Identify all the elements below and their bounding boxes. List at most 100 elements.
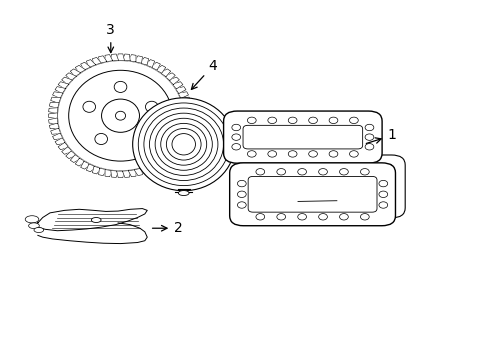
Ellipse shape: [83, 101, 95, 112]
Polygon shape: [145, 60, 154, 67]
Polygon shape: [92, 166, 101, 174]
Polygon shape: [145, 164, 154, 172]
Polygon shape: [92, 58, 101, 65]
Polygon shape: [128, 170, 136, 177]
Polygon shape: [48, 118, 58, 123]
Polygon shape: [53, 133, 63, 140]
Ellipse shape: [29, 223, 39, 229]
Polygon shape: [36, 223, 147, 244]
Ellipse shape: [318, 168, 327, 175]
Polygon shape: [55, 87, 65, 94]
Ellipse shape: [237, 180, 245, 187]
Polygon shape: [86, 164, 96, 172]
Polygon shape: [75, 158, 85, 166]
Ellipse shape: [365, 124, 373, 131]
Text: 3: 3: [106, 23, 115, 53]
Polygon shape: [70, 69, 81, 77]
Polygon shape: [183, 108, 192, 113]
Ellipse shape: [297, 168, 306, 175]
Polygon shape: [61, 77, 72, 85]
Ellipse shape: [287, 151, 296, 157]
Ellipse shape: [328, 117, 337, 123]
Text: 2: 2: [152, 221, 183, 235]
Ellipse shape: [360, 213, 368, 220]
Polygon shape: [155, 66, 165, 73]
Polygon shape: [111, 54, 118, 61]
Ellipse shape: [267, 151, 276, 157]
Polygon shape: [55, 138, 65, 145]
Ellipse shape: [133, 134, 146, 144]
Ellipse shape: [318, 213, 327, 220]
Ellipse shape: [276, 213, 285, 220]
Polygon shape: [58, 82, 69, 89]
Ellipse shape: [287, 117, 296, 123]
Ellipse shape: [378, 191, 387, 198]
Polygon shape: [183, 113, 192, 118]
Polygon shape: [122, 171, 130, 177]
Ellipse shape: [247, 117, 256, 123]
Ellipse shape: [365, 144, 373, 150]
Ellipse shape: [328, 151, 337, 157]
Text: 1: 1: [366, 129, 396, 143]
Polygon shape: [51, 128, 61, 134]
Polygon shape: [105, 170, 113, 177]
Polygon shape: [160, 155, 170, 162]
Polygon shape: [180, 128, 190, 134]
FancyBboxPatch shape: [239, 155, 405, 218]
Ellipse shape: [378, 202, 387, 208]
Polygon shape: [81, 161, 90, 169]
Polygon shape: [65, 73, 76, 81]
Ellipse shape: [308, 151, 317, 157]
Polygon shape: [164, 73, 175, 81]
Polygon shape: [86, 60, 96, 67]
Ellipse shape: [308, 117, 317, 123]
Polygon shape: [172, 82, 183, 89]
Ellipse shape: [25, 216, 39, 223]
Polygon shape: [140, 166, 148, 174]
Polygon shape: [58, 143, 69, 150]
Polygon shape: [48, 113, 57, 118]
Polygon shape: [75, 66, 85, 73]
Polygon shape: [48, 108, 58, 113]
Ellipse shape: [34, 228, 43, 233]
Polygon shape: [180, 97, 190, 103]
Polygon shape: [116, 54, 124, 60]
Ellipse shape: [145, 101, 158, 112]
Polygon shape: [168, 147, 179, 154]
FancyBboxPatch shape: [247, 176, 376, 212]
Polygon shape: [99, 56, 107, 63]
Ellipse shape: [339, 213, 347, 220]
Polygon shape: [150, 161, 160, 169]
Ellipse shape: [114, 81, 126, 93]
Polygon shape: [168, 77, 179, 85]
Ellipse shape: [349, 117, 358, 123]
FancyBboxPatch shape: [229, 163, 395, 226]
Polygon shape: [53, 92, 63, 98]
Polygon shape: [111, 171, 118, 177]
Ellipse shape: [231, 134, 240, 140]
Polygon shape: [160, 69, 170, 77]
Polygon shape: [105, 55, 113, 62]
Ellipse shape: [297, 213, 306, 220]
FancyBboxPatch shape: [223, 111, 381, 163]
Polygon shape: [128, 55, 136, 62]
Polygon shape: [99, 168, 107, 176]
Ellipse shape: [231, 124, 240, 131]
Ellipse shape: [247, 151, 256, 157]
Polygon shape: [140, 58, 148, 65]
Polygon shape: [175, 138, 185, 145]
FancyBboxPatch shape: [243, 125, 362, 149]
Ellipse shape: [267, 117, 276, 123]
Polygon shape: [122, 54, 130, 61]
Ellipse shape: [237, 202, 245, 208]
Ellipse shape: [349, 151, 358, 157]
Polygon shape: [51, 97, 61, 103]
Polygon shape: [61, 147, 72, 154]
Polygon shape: [164, 151, 175, 159]
Polygon shape: [175, 87, 185, 94]
Text: 4: 4: [191, 59, 217, 89]
Polygon shape: [155, 158, 165, 166]
Polygon shape: [36, 208, 147, 231]
Ellipse shape: [365, 134, 373, 140]
Polygon shape: [243, 165, 391, 173]
